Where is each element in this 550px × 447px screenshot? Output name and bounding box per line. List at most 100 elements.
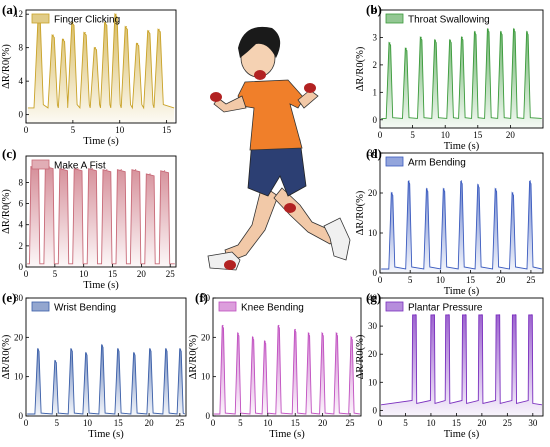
x-tick-label: 10 [441,130,451,140]
y-tick-label: 20 [14,332,24,342]
data-point [526,31,529,33]
data-point [461,36,463,39]
data-point [115,13,117,15]
series-line [27,12,175,110]
data-point [477,184,479,186]
data-point [158,28,160,30]
x-axis-label: Time (s) [444,141,480,152]
y-tick-label: 4 [19,220,24,230]
data-point [514,314,517,316]
data-point [481,314,483,316]
x-tick-label: 15 [473,130,483,140]
data-point [322,332,324,334]
y-tick-label: 10 [201,372,211,382]
legend-label: Throat Swallowing [408,15,490,26]
data-point [389,42,391,44]
panel-label: (f) [195,290,208,305]
data-point [125,26,127,28]
data-point [133,352,135,354]
data-point [135,169,137,171]
x-tick-label: 0 [24,269,29,279]
x-tick-label: 30 [528,418,538,428]
data-point [433,314,435,316]
x-tick-label: 15 [162,125,172,135]
x-tick-label: 25 [346,418,356,428]
legend-label: Make A Fist [54,161,106,172]
x-tick-label: 25 [166,269,176,279]
x-tick-label: 0 [378,130,383,140]
data-point [137,42,139,45]
data-point [91,168,93,170]
x-tick-label: 0 [24,418,29,428]
data-point [237,332,239,334]
y-tick-label: 6 [19,199,24,209]
y-tick-label: 30 [14,293,24,303]
y-tick-label: 40 [368,293,378,303]
legend-label: Plantar Pressure [408,303,483,314]
data-point [264,340,266,342]
x-tick-label: 5 [238,418,243,428]
panel-label: (b) [366,2,382,17]
x-tick-label: 0 [378,418,383,428]
data-point [37,348,39,350]
x-axis-label: Time (s) [83,280,119,291]
data-point [500,31,502,33]
y-tick-label: 0 [19,411,24,421]
series-area [27,14,175,124]
x-axis-label: Time (s) [269,429,305,440]
data-point [222,324,224,327]
y-tick-label: 12 [14,9,23,19]
data-point [54,360,57,362]
y-tick-label: 30 [368,148,378,158]
x-tick-label: 15 [466,275,476,285]
series-line [380,314,543,406]
data-point [308,332,310,334]
data-point [351,336,353,338]
x-tick-label: 10 [115,125,125,135]
y-tick-label: 10 [368,377,378,387]
x-axis-label: Time (s) [83,136,119,147]
panel-label: (e) [2,290,16,305]
x-axis-label: Time (s) [444,286,480,297]
y-tick-label: 30 [368,321,378,331]
data-point [405,47,407,50]
data-point [120,169,122,171]
x-axis-label: Time (s) [444,429,480,440]
x-tick-label: 10 [83,418,93,428]
y-tick-label: 20 [201,332,211,342]
legend-swatch [385,156,404,167]
data-point [474,31,476,33]
series-area [381,314,542,416]
series-line [381,27,542,119]
data-point [415,314,417,316]
y-tick-label: 0 [19,262,24,272]
data-point [72,22,74,24]
data-point [434,39,436,41]
chart-panel-b: 0 5 10 15 20 0 1 2 3 4 Time (s) ΔR/R0(%) Throat Swal… [355,2,544,152]
series-area [381,181,542,273]
x-tick-label: 20 [477,418,487,428]
data-point [62,168,65,170]
chart-panel-f: 0 5 10 15 20 25 0 10 20 30 Time (s) ΔR/R0(%) Knee Be… [188,290,362,440]
y-tick-label: 4 [373,5,378,15]
data-point [449,39,451,41]
legend-swatch [31,301,50,312]
y-tick-label: 8 [19,43,24,53]
y-tick-label: 20 [368,349,378,359]
x-tick-label: 25 [175,418,185,428]
data-point [70,348,73,350]
x-tick-label: 0 [211,418,216,428]
data-point [149,173,151,175]
plot-frame [25,297,187,417]
data-point [278,324,280,327]
data-point [52,34,54,36]
panel-label: (c) [2,146,16,161]
x-tick-label: 0 [24,125,29,135]
x-axis-label: Time (s) [88,429,124,440]
plot-frame [379,9,544,129]
y-tick-label: 1 [373,87,378,97]
plot-frame [212,297,362,417]
legend-swatch [31,159,50,170]
x-tick-label: 5 [55,418,60,428]
y-axis-label: ΔR/R0(%) [1,44,12,89]
